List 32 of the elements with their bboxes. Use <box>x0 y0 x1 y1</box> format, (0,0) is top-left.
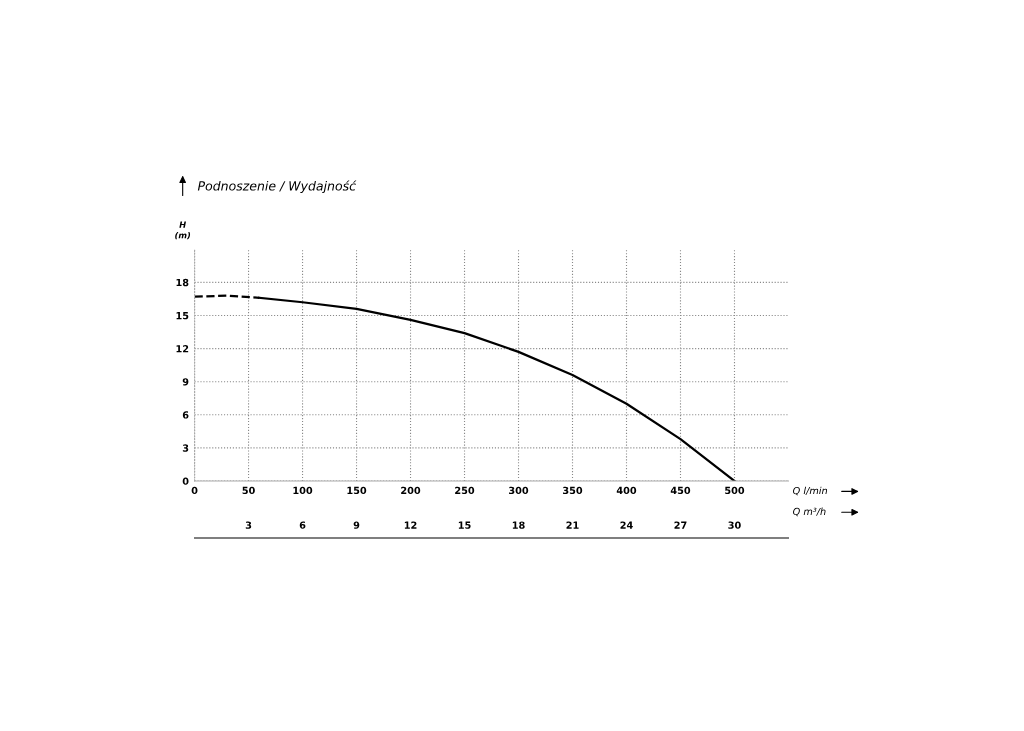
x2-tick-label: 18 <box>512 521 525 529</box>
y-tick-label: 15 <box>176 312 189 320</box>
y-tick-label: 3 <box>182 444 189 452</box>
x2-tick-label: 12 <box>404 521 417 529</box>
x-tick-label: 50 <box>242 486 255 495</box>
y-tick-label: 9 <box>182 378 189 386</box>
x-tick-label: 450 <box>670 486 691 495</box>
chart-title: Podnoszenie / Wydajność <box>197 180 357 193</box>
x2-tick-label: 21 <box>566 521 579 529</box>
y-tick-label: 0 <box>182 477 189 485</box>
x2-tick-label: 30 <box>728 521 741 529</box>
x-tick-label: 350 <box>563 486 583 495</box>
x2-tick-label: 9 <box>353 521 360 529</box>
x2-tick-label: 3 <box>245 521 252 529</box>
y-tick-label: 6 <box>182 411 189 419</box>
x-tick-label: 300 <box>509 486 529 495</box>
y-tick-label: 18 <box>176 278 189 287</box>
x-tick-label: 150 <box>347 486 367 495</box>
x2-axis-title: Q m³/h <box>793 507 826 517</box>
x2-tick-label: 15 <box>458 521 471 529</box>
y-axis-title: H (m) <box>175 221 191 240</box>
x-tick-label: 500 <box>725 486 745 495</box>
x-tick-label: 0 <box>191 486 198 495</box>
x-tick-label: 400 <box>616 486 637 495</box>
x-tick-label: 100 <box>293 486 313 495</box>
x2-tick-label: 24 <box>620 521 633 529</box>
x-tick-label: 200 <box>401 486 421 495</box>
y-tick-label: 12 <box>176 345 189 353</box>
x-tick-label: 250 <box>455 486 475 495</box>
x2-tick-label: 6 <box>299 521 306 529</box>
x2-tick-label: 27 <box>674 521 687 529</box>
x-axis-title: Q l/min <box>793 486 828 496</box>
